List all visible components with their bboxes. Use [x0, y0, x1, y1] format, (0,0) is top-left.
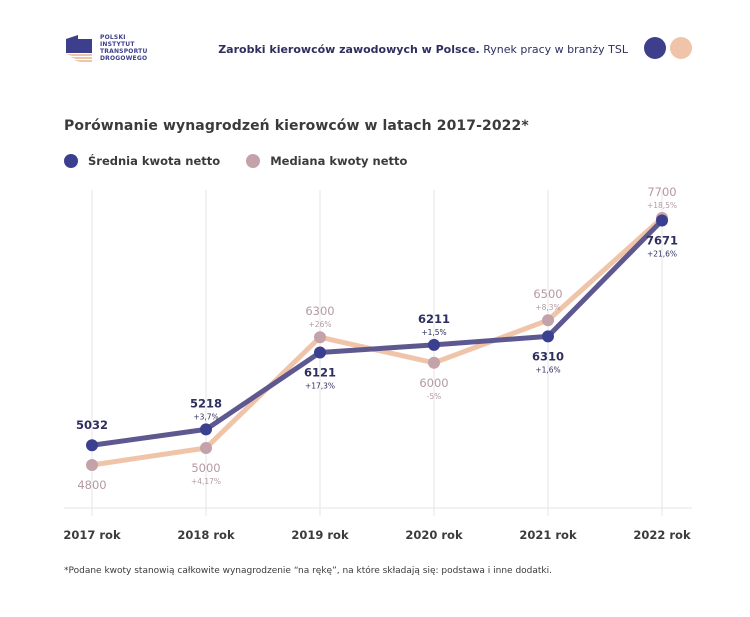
legend-median-dot-icon	[246, 154, 261, 168]
mean-change-label: +1,6%	[535, 365, 560, 374]
mean-value-label: 6310	[532, 349, 564, 363]
logo-text: POLSKI INSTYTUT TRANSPORTU DROGOWEGO	[100, 34, 148, 62]
legend: Średnia kwota netto Mediana kwoty netto	[64, 154, 433, 168]
header-title: Zarobki kierowców zawodowych w Polsce. R…	[218, 43, 628, 56]
mean-value-label: 5218	[190, 396, 222, 410]
x-tick-label: 2020 rok	[405, 528, 463, 542]
mean-point	[200, 423, 212, 436]
median-value-label: 5000	[191, 461, 220, 475]
logo-icon	[66, 35, 92, 62]
median-change-label: -5%	[427, 392, 442, 401]
x-tick-label: 2022 rok	[633, 528, 691, 542]
median-value-label: 4800	[77, 478, 106, 492]
legend-item-median: Mediana kwoty netto	[246, 154, 407, 168]
header-dots	[644, 37, 692, 59]
mean-point	[656, 214, 668, 227]
median-change-label: +4,17%	[191, 477, 221, 486]
median-point	[428, 356, 440, 369]
legend-median-label: Mediana kwoty netto	[270, 154, 408, 168]
mean-change-label: +21,6%	[647, 249, 677, 258]
x-tick-label: 2019 rok	[291, 528, 349, 542]
legend-item-mean: Średnia kwota netto	[64, 154, 220, 168]
mean-point	[86, 439, 98, 452]
chart-title: Porównanie wynagrodzeń kierowców w latac…	[64, 118, 529, 134]
mean-point	[428, 338, 440, 351]
mean-value-label: 6121	[304, 365, 336, 379]
legend-mean-label: Średnia kwota netto	[88, 154, 221, 168]
mean-value-label: 7671	[646, 233, 678, 247]
mean-value-label: 5032	[76, 418, 108, 432]
logo-line: INSTYTUT	[100, 41, 135, 48]
logo-line: POLSKI	[100, 34, 126, 41]
mean-point	[314, 346, 326, 359]
median-point	[86, 459, 98, 471]
mean-change-label: +17,3%	[305, 381, 335, 390]
median-change-label: +26%	[309, 320, 332, 329]
median-change-label: +8,3%	[535, 303, 560, 312]
logo-line: DROGOWEGO	[100, 55, 148, 62]
median-point	[542, 314, 554, 327]
median-value-label: 7700	[647, 185, 676, 199]
x-tick-label: 2018 rok	[177, 528, 235, 542]
x-tick-label: 2021 rok	[519, 528, 577, 542]
median-value-label: 6500	[533, 287, 562, 301]
header-title-bold: Zarobki kierowców zawodowych w Polsce.	[218, 43, 480, 56]
median-point	[200, 441, 212, 454]
mean-point	[542, 330, 554, 343]
median-value-label: 6000	[419, 376, 448, 390]
mean-change-label: +1,5%	[421, 328, 446, 337]
x-tick-label: 2017 rok	[63, 528, 121, 542]
mean-change-label: +3,7%	[193, 412, 218, 421]
median-value-label: 6300	[305, 304, 334, 318]
footnote: *Podane kwoty stanowią całkowite wynagro…	[64, 566, 552, 576]
logo-line: TRANSPORTU	[100, 48, 148, 55]
legend-mean-dot-icon	[64, 154, 78, 168]
mean-value-label: 6211	[418, 312, 450, 326]
navy-dot-icon	[644, 37, 666, 59]
header-title-regular: Rynek pracy w branży TSL	[479, 43, 628, 56]
peach-dot-icon	[670, 37, 692, 59]
median-change-label: +18,5%	[647, 201, 677, 210]
logo: POLSKI INSTYTUT TRANSPORTU DROGOWEGO	[64, 33, 148, 63]
mean-series-line	[91, 218, 664, 448]
median-series-line	[91, 216, 664, 468]
median-point	[314, 331, 326, 344]
